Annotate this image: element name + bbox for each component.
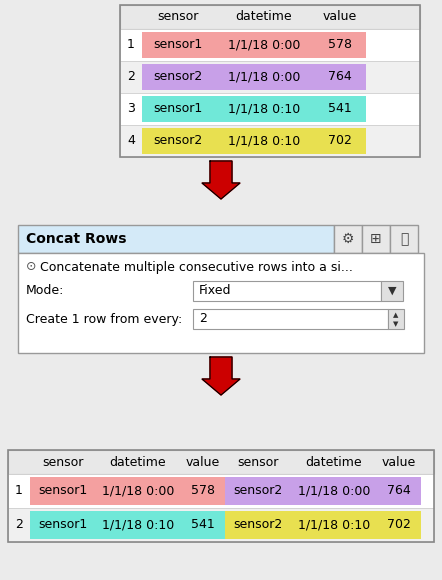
Text: ⊞: ⊞ <box>370 232 382 246</box>
Text: ▼: ▼ <box>393 321 399 327</box>
Text: 4: 4 <box>127 135 135 147</box>
Text: ▲: ▲ <box>393 312 399 318</box>
Bar <box>30 511 225 539</box>
Text: ⚙: ⚙ <box>342 232 354 246</box>
Text: ⤢: ⤢ <box>400 232 408 246</box>
Bar <box>8 508 434 542</box>
Text: 1/1/18 0:00: 1/1/18 0:00 <box>102 484 174 498</box>
Bar <box>120 93 420 125</box>
Bar <box>193 309 388 329</box>
Polygon shape <box>202 357 240 395</box>
Bar <box>388 309 404 329</box>
Text: sensor1: sensor1 <box>153 38 202 52</box>
Text: 1: 1 <box>127 38 135 52</box>
Text: sensor2: sensor2 <box>153 71 202 84</box>
Bar <box>142 96 366 122</box>
Bar <box>225 477 421 505</box>
Text: 1: 1 <box>15 484 23 498</box>
Bar <box>120 29 420 61</box>
Bar <box>225 511 421 539</box>
Bar <box>18 225 334 253</box>
Text: 702: 702 <box>387 519 411 531</box>
Text: sensor: sensor <box>237 455 279 469</box>
Bar <box>120 5 420 29</box>
Text: 541: 541 <box>191 519 215 531</box>
Text: 1/1/18 0:00: 1/1/18 0:00 <box>228 38 300 52</box>
Bar <box>362 225 390 253</box>
Text: sensor2: sensor2 <box>233 484 282 498</box>
Text: 764: 764 <box>328 71 352 84</box>
Bar <box>8 450 434 474</box>
Text: ▼: ▼ <box>388 286 396 296</box>
Text: value: value <box>382 455 416 469</box>
Bar <box>30 477 225 505</box>
Text: Fixed: Fixed <box>199 285 232 298</box>
Text: Concat Rows: Concat Rows <box>26 232 126 246</box>
Text: datetime: datetime <box>236 10 292 24</box>
Text: 1/1/18 0:10: 1/1/18 0:10 <box>228 103 300 115</box>
Bar <box>381 281 403 301</box>
Text: 1/1/18 0:10: 1/1/18 0:10 <box>102 519 174 531</box>
Text: 3: 3 <box>127 103 135 115</box>
Text: sensor2: sensor2 <box>233 519 282 531</box>
Text: 2: 2 <box>127 71 135 84</box>
Text: 1/1/18 0:00: 1/1/18 0:00 <box>298 484 370 498</box>
Text: sensor1: sensor1 <box>38 519 87 531</box>
Text: ⊙: ⊙ <box>26 260 37 274</box>
Bar <box>120 5 420 157</box>
Text: sensor2: sensor2 <box>153 135 202 147</box>
Bar <box>18 253 424 353</box>
Bar <box>193 281 381 301</box>
Bar <box>334 225 362 253</box>
Bar <box>390 225 418 253</box>
Text: sensor1: sensor1 <box>153 103 202 115</box>
Text: sensor1: sensor1 <box>38 484 87 498</box>
Text: 541: 541 <box>328 103 352 115</box>
Text: 578: 578 <box>328 38 352 52</box>
Bar <box>142 32 366 58</box>
Bar <box>120 61 420 93</box>
Bar <box>8 450 434 542</box>
Polygon shape <box>202 161 240 199</box>
Text: datetime: datetime <box>110 455 166 469</box>
Text: 2: 2 <box>199 313 207 325</box>
Text: 1/1/18 0:00: 1/1/18 0:00 <box>228 71 300 84</box>
Text: value: value <box>323 10 357 24</box>
Text: 1/1/18 0:10: 1/1/18 0:10 <box>228 135 300 147</box>
Text: datetime: datetime <box>306 455 362 469</box>
Text: Mode:: Mode: <box>26 285 65 298</box>
Bar <box>120 125 420 157</box>
Text: 2: 2 <box>15 519 23 531</box>
Text: Create 1 row from every:: Create 1 row from every: <box>26 313 182 325</box>
Text: 702: 702 <box>328 135 352 147</box>
Text: value: value <box>186 455 220 469</box>
Text: Concatenate multiple consecutive rows into a si...: Concatenate multiple consecutive rows in… <box>40 260 353 274</box>
Bar <box>142 128 366 154</box>
Text: 764: 764 <box>387 484 411 498</box>
Bar <box>8 474 434 508</box>
Text: 1/1/18 0:10: 1/1/18 0:10 <box>298 519 370 531</box>
Bar <box>142 64 366 90</box>
Text: sensor: sensor <box>42 455 83 469</box>
Text: sensor: sensor <box>157 10 199 24</box>
Text: 578: 578 <box>191 484 215 498</box>
